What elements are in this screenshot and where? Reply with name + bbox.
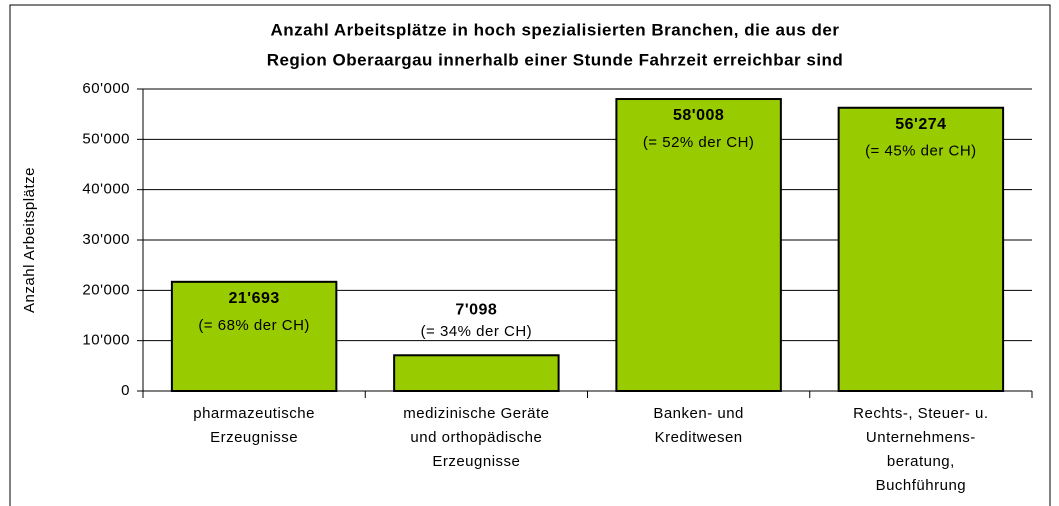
chart-title: Region Oberaargau innerhalb einer Stunde… — [267, 50, 844, 69]
y-tick-label: 10'000 — [82, 332, 130, 349]
x-tick-label: und orthopädische — [410, 429, 542, 446]
chart-title: Anzahl Arbeitsplätze in hoch spezialisie… — [271, 20, 840, 39]
bar — [615, 98, 782, 392]
bar — [837, 106, 1005, 392]
x-tick-label: beratung, — [887, 453, 955, 470]
x-tick-label: Erzeugnisse — [210, 429, 298, 446]
y-tick-label: 30'000 — [82, 231, 130, 248]
data-label: 21'693 — [228, 290, 279, 307]
x-tick-label: medizinische Geräte — [403, 405, 549, 422]
data-annotation: (= 68% der CH) — [198, 317, 310, 334]
bar — [170, 280, 338, 392]
x-tick-label: Banken- und — [653, 405, 744, 422]
data-annotation: (= 45% der CH) — [865, 143, 977, 160]
y-tick-label: 50'000 — [82, 130, 130, 147]
x-tick-label: Erzeugnisse — [432, 453, 520, 470]
chart-border — [9, 4, 1051, 506]
x-tick-label: Unternehmens- — [866, 429, 976, 446]
bar — [393, 354, 560, 393]
data-annotation: (= 52% der CH) — [643, 134, 755, 151]
x-tick-label: Buchführung — [876, 477, 967, 494]
y-tick-label: 20'000 — [82, 281, 130, 298]
data-label: 56'274 — [895, 116, 946, 133]
x-tick-label: Rechts-, Steuer- u. — [853, 405, 988, 422]
y-tick-label: 60'000 — [82, 80, 130, 97]
y-tick-label: 0 — [121, 382, 130, 399]
x-tick-label: Kreditwesen — [655, 429, 743, 446]
data-annotation: (= 34% der CH) — [421, 323, 533, 340]
data-label: 7'098 — [455, 301, 497, 318]
x-tick-label: pharmazeutische — [193, 405, 315, 422]
y-axis-label: Anzahl Arbeitsplätze — [21, 167, 38, 313]
y-tick-label: 40'000 — [82, 181, 130, 198]
data-label: 58'008 — [673, 107, 724, 124]
